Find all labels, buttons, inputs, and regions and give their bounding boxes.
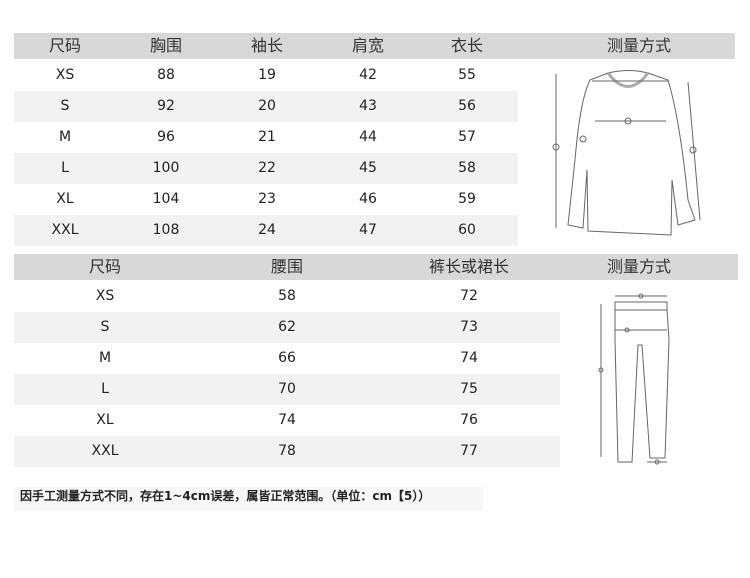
table-cell: 76 (460, 412, 478, 428)
column-header: 裤长或裙长 (428, 257, 510, 276)
pants-measurement-diagram-icon (598, 293, 670, 465)
row-stripe (14, 436, 560, 467)
table-cell: 70 (278, 381, 296, 397)
column-header: 衣长 (450, 36, 484, 55)
table-cell: 55 (458, 67, 476, 83)
table-cell: 22 (258, 160, 276, 176)
table-cell: 45 (359, 160, 377, 176)
table-cell: 19 (258, 67, 276, 83)
table-cell: 46 (359, 191, 377, 207)
table-cell: 74 (460, 350, 478, 366)
column-header: 尺码 (48, 36, 82, 55)
table-cell: 44 (359, 129, 377, 145)
table-cell: 56 (458, 98, 476, 114)
table-cell: L (61, 160, 69, 176)
table-cell: S (100, 319, 110, 335)
table-cell: 104 (152, 191, 180, 207)
table-cell: 75 (460, 381, 478, 397)
table-cell: 23 (258, 191, 276, 207)
table-cell: 73 (460, 319, 478, 335)
row-stripe (14, 312, 560, 343)
table-cell: 60 (458, 222, 476, 238)
table-cell: 88 (157, 67, 175, 83)
row-stripe (14, 215, 518, 246)
table-cell: 74 (278, 412, 296, 428)
bottoms-header-row (14, 254, 738, 280)
row-stripe (14, 91, 518, 122)
table-cell: 96 (157, 129, 175, 145)
table-cell: 100 (152, 160, 180, 176)
table-cell: XS (55, 67, 75, 83)
table-cell: 108 (152, 222, 180, 238)
table-cell: 66 (278, 350, 296, 366)
table-cell: XL (96, 412, 114, 428)
column-header: 尺码 (88, 257, 122, 276)
table-cell: 59 (458, 191, 476, 207)
table-cell: 92 (157, 98, 175, 114)
table-cell: 77 (460, 443, 478, 459)
table-cell: M (98, 350, 112, 366)
table-cell: 42 (359, 67, 377, 83)
row-stripe (14, 374, 560, 405)
shirt-measurement-diagram-icon (552, 70, 701, 236)
table-cell: 62 (278, 319, 296, 335)
table-cell: 47 (359, 222, 377, 238)
table-cell: 24 (258, 222, 276, 238)
table-cell: M (58, 129, 72, 145)
column-header: 腰围 (270, 257, 304, 276)
table-cell: 21 (258, 129, 276, 145)
table-cell: 58 (278, 288, 296, 304)
table-cell: XXL (91, 443, 119, 459)
column-header: 袖长 (250, 36, 284, 55)
column-header: 测量方式 (606, 257, 672, 276)
table-cell: XL (56, 191, 74, 207)
table-cell: XS (95, 288, 115, 304)
table-cell: L (101, 381, 109, 397)
table-cell: 78 (278, 443, 296, 459)
column-header: 肩宽 (351, 36, 385, 55)
table-cell: 43 (359, 98, 377, 114)
table-cell: 58 (458, 160, 476, 176)
row-stripe (14, 153, 518, 184)
table-cell: XXL (51, 222, 79, 238)
table-cell: S (60, 98, 70, 114)
table-cell: 20 (258, 98, 276, 114)
column-header: 测量方式 (606, 36, 672, 55)
table-cell: 57 (458, 129, 476, 145)
table-cell: 72 (460, 288, 478, 304)
measurement-note: 因手工测量方式不同，存在1~4cm误差，属皆正常范围。（单位：cm【5）） (14, 487, 483, 511)
tops-header-row (14, 33, 735, 59)
column-header: 胸围 (149, 36, 183, 55)
